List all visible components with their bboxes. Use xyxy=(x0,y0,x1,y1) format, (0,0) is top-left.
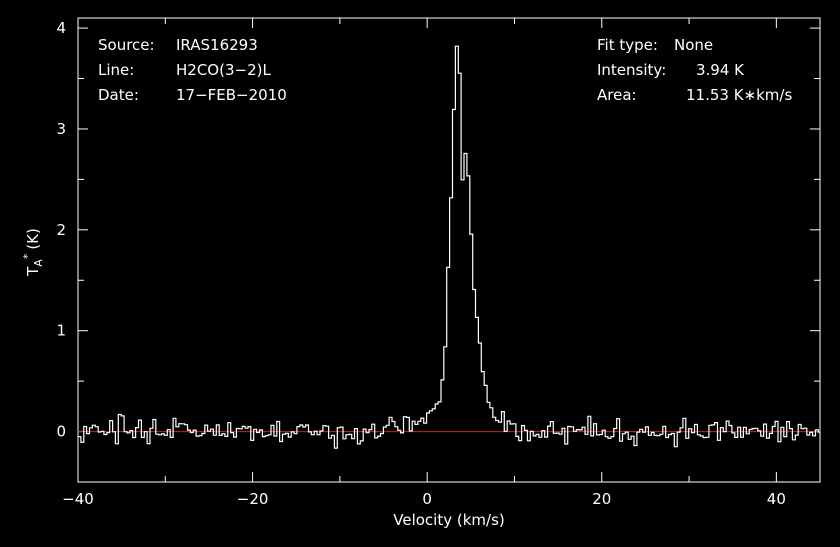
area-label: Area: xyxy=(597,86,637,104)
y-tick-label: 0 xyxy=(56,423,66,441)
info-panel-left: Source: IRAS16293 Line: H2CO(3−2)L Date:… xyxy=(98,36,287,104)
x-tick-label: −20 xyxy=(237,490,269,508)
x-axis-title: Velocity (km/s) xyxy=(393,511,504,529)
y-tick-label: 3 xyxy=(56,120,66,138)
source-value: IRAS16293 xyxy=(176,36,258,54)
line-label: Line: xyxy=(98,61,134,79)
y-tick-label: 1 xyxy=(56,322,66,340)
info-panel-right: Fit type: None Intensity: 3.94 K Area: 1… xyxy=(597,36,792,104)
area-value: 11.53 K∗km/s xyxy=(686,86,792,104)
spectrum-line xyxy=(78,45,820,449)
axis-ticks xyxy=(77,18,820,482)
fit-type-value: None xyxy=(674,36,713,54)
date-value: 17−FEB−2010 xyxy=(176,86,287,104)
y-tick-label: 2 xyxy=(56,221,66,239)
x-tick-label: −40 xyxy=(62,490,94,508)
y-tick-label: 4 xyxy=(56,19,66,37)
x-tick-label: 20 xyxy=(592,490,611,508)
date-label: Date: xyxy=(98,86,139,104)
fit-type-label: Fit type: xyxy=(597,36,658,54)
plot-frame xyxy=(77,17,821,483)
intensity-label: Intensity: xyxy=(597,61,666,79)
intensity-value: 3.94 K xyxy=(696,61,745,79)
source-label: Source: xyxy=(98,36,155,54)
y-axis-title-unit: (K) xyxy=(24,228,42,250)
y-axis-title-sub: A xyxy=(32,259,45,267)
y-axis-title-sup: * xyxy=(21,253,34,259)
x-tick-label: 0 xyxy=(422,490,432,508)
line-value: H2CO(3−2)L xyxy=(176,61,271,79)
y-axis-title: TA* (K) xyxy=(21,228,45,277)
y-axis-title-main: T xyxy=(24,266,42,277)
x-tick-label: 40 xyxy=(767,490,786,508)
axis-tick-labels: −40 −20 0 20 40 0 1 2 3 4 xyxy=(56,19,785,508)
